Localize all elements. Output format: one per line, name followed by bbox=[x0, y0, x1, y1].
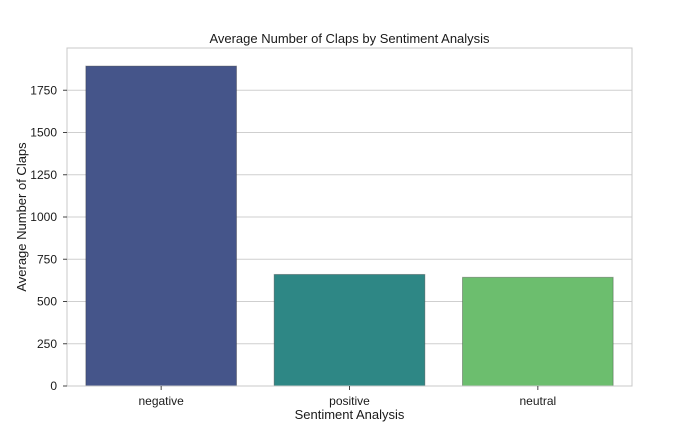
bars bbox=[85, 65, 614, 387]
y-tick-label: 1500 bbox=[30, 126, 57, 140]
y-tick-label: 0 bbox=[50, 379, 57, 393]
x-tick-label-neutral: neutral bbox=[519, 394, 556, 408]
y-tick-label: 1000 bbox=[30, 210, 57, 224]
x-ticks: negative positive neutral bbox=[138, 386, 556, 408]
y-tick-label: 500 bbox=[37, 295, 57, 309]
x-tick-label-positive: positive bbox=[329, 394, 370, 408]
bar-neutral bbox=[462, 276, 614, 387]
y-tick-label: 250 bbox=[37, 337, 57, 351]
bar-negative bbox=[85, 65, 238, 387]
y-tick-label: 1250 bbox=[30, 168, 57, 182]
x-axis-label: Sentiment Analysis bbox=[295, 407, 405, 422]
bar-positive bbox=[273, 273, 426, 387]
y-tick-label: 1750 bbox=[30, 83, 57, 97]
chart-title: Average Number of Claps by Sentiment Ana… bbox=[209, 31, 490, 46]
y-axis-label: Average Number of Claps bbox=[14, 142, 29, 292]
y-ticks: 0 250 500 750 1000 1250 1500 1750 bbox=[30, 83, 67, 393]
x-tick-label-negative: negative bbox=[138, 394, 184, 408]
y-tick-label: 750 bbox=[37, 252, 57, 266]
